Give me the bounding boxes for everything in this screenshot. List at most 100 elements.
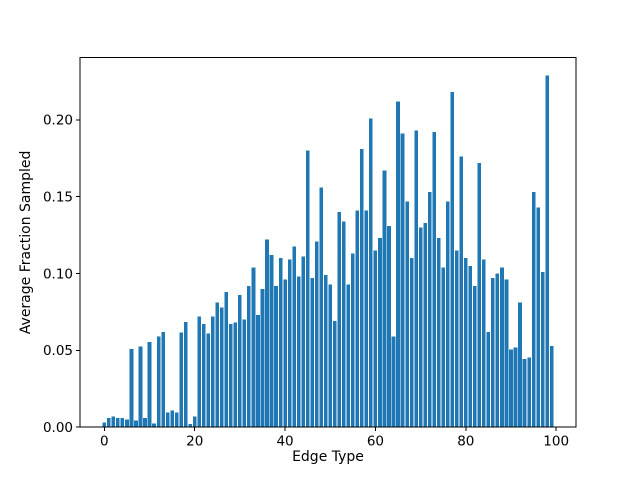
y-tick-label: 0.15 — [43, 189, 73, 205]
bar-20 — [192, 416, 197, 428]
bar-80 — [464, 258, 468, 428]
bar-98 — [545, 75, 549, 428]
y-tick-label: 0.00 — [43, 420, 73, 436]
bar-31 — [242, 319, 247, 428]
bar-95 — [531, 192, 536, 428]
bar-0 — [102, 422, 107, 428]
bar-86 — [491, 278, 495, 428]
bar-63 — [387, 225, 391, 428]
bar-87 — [495, 273, 500, 428]
bar-42 — [292, 246, 296, 428]
bar-10 — [147, 341, 152, 428]
bar-38 — [274, 285, 278, 428]
bar-24 — [210, 316, 215, 428]
bar-13 — [161, 331, 165, 428]
bar-58 — [364, 210, 369, 428]
bar-18 — [183, 321, 188, 428]
bar-48 — [319, 187, 324, 428]
bar-47 — [314, 241, 319, 428]
bar-40 — [283, 279, 287, 428]
bar-78 — [454, 250, 459, 428]
plot-border — [79, 57, 577, 428]
bar-85 — [486, 331, 491, 428]
bar-30 — [238, 295, 242, 428]
bar-90 — [509, 349, 513, 428]
bar-6 — [129, 348, 134, 428]
bar-67 — [405, 201, 409, 428]
bar-65 — [396, 101, 400, 428]
bar-97 — [540, 271, 545, 428]
bar-35 — [260, 288, 265, 428]
x-tick-label: 40 — [276, 434, 293, 450]
bar-83 — [477, 162, 482, 428]
bar-29 — [233, 322, 238, 428]
bar-25 — [215, 302, 220, 428]
bar-89 — [504, 279, 509, 428]
bar-92 — [518, 302, 522, 428]
bar-27 — [224, 291, 229, 428]
y-axis-label: Average Fraction Sampled — [18, 151, 34, 335]
bar-72 — [427, 192, 432, 428]
bar-94 — [527, 357, 531, 428]
bar-52 — [337, 212, 342, 428]
bar-22 — [201, 324, 206, 428]
bar-64 — [391, 336, 396, 428]
bar-61 — [378, 238, 382, 428]
bar-53 — [342, 221, 346, 428]
bar-77 — [450, 92, 455, 428]
bar-79 — [459, 156, 464, 428]
bar-1 — [107, 417, 111, 428]
bar-26 — [220, 307, 224, 428]
bar-9 — [143, 417, 147, 428]
bar-75 — [441, 267, 446, 428]
bar-74 — [436, 238, 441, 428]
y-tick-label: 0.05 — [43, 343, 73, 359]
bar-46 — [310, 278, 314, 428]
bar-88 — [500, 267, 504, 428]
bar-33 — [251, 267, 256, 428]
x-axis-label: Edge Type — [292, 449, 364, 465]
bar-76 — [445, 201, 450, 428]
x-tick-label: 60 — [367, 434, 384, 450]
bar-66 — [400, 133, 405, 428]
bar-21 — [197, 316, 202, 428]
bar-73 — [432, 132, 436, 428]
bar-36 — [265, 239, 269, 428]
bar-45 — [305, 150, 310, 428]
bar-28 — [229, 324, 233, 428]
bar-3 — [116, 417, 120, 428]
y-tick-label: 0.10 — [43, 266, 73, 282]
bar-43 — [296, 276, 301, 428]
bar-19 — [188, 424, 192, 428]
bar-93 — [522, 358, 527, 428]
bar-59 — [369, 118, 373, 428]
bar-34 — [256, 315, 260, 428]
bar-8 — [138, 346, 143, 428]
bar-51 — [332, 321, 337, 428]
bar-12 — [156, 336, 161, 428]
bar-81 — [468, 265, 473, 428]
bar-39 — [278, 258, 283, 428]
bar-23 — [206, 333, 211, 428]
bar-14 — [165, 412, 170, 428]
bar-69 — [414, 130, 418, 428]
bar-54 — [346, 284, 351, 428]
bar-82 — [473, 285, 477, 428]
axes-group: 0 20 40 60 80 100 0.00 0.05 0.10 0.15 0.20 — [43, 57, 577, 450]
y-tick-label: 0.20 — [43, 113, 73, 129]
bar-4 — [120, 417, 125, 428]
bar-84 — [482, 259, 486, 428]
bar-70 — [418, 227, 423, 428]
bar-11 — [152, 423, 156, 428]
bar-50 — [328, 284, 333, 428]
x-tick-label: 100 — [543, 434, 569, 450]
bar-15 — [170, 410, 174, 428]
x-tick-label: 0 — [100, 434, 109, 450]
bar-37 — [269, 255, 274, 428]
bar-62 — [382, 170, 387, 428]
bar-5 — [125, 419, 129, 428]
bar-2 — [111, 416, 116, 428]
bar-57 — [360, 149, 364, 428]
